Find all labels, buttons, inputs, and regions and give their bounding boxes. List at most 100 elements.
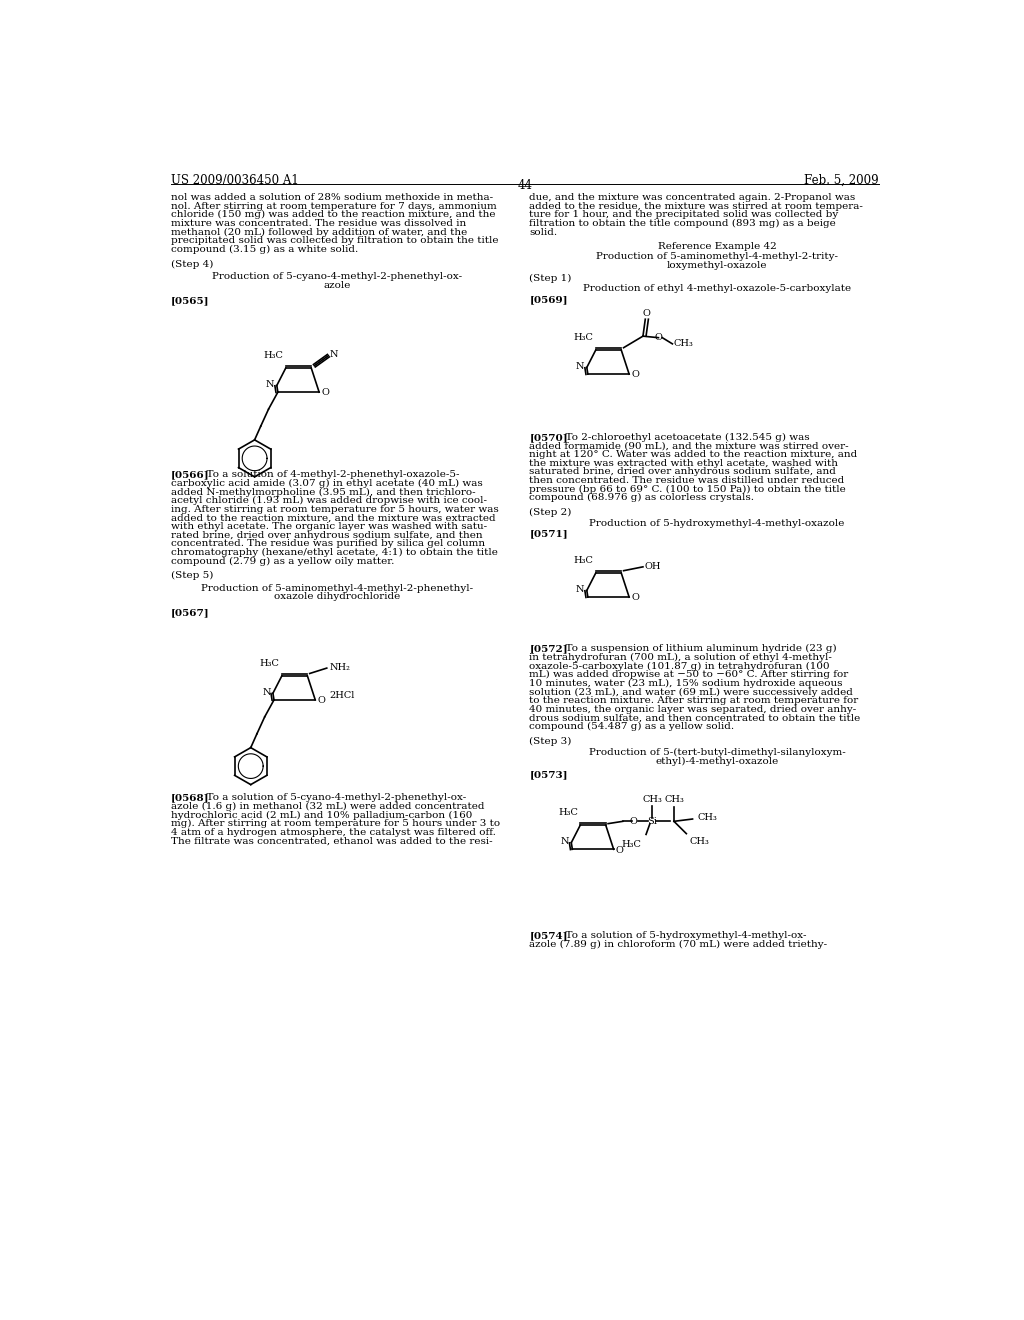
Text: N: N	[330, 350, 338, 359]
Text: H₃C: H₃C	[558, 808, 578, 817]
Text: [0569]: [0569]	[529, 296, 568, 304]
Text: O: O	[317, 696, 326, 705]
Text: filtration to obtain the title compound (893 mg) as a beige: filtration to obtain the title compound …	[529, 219, 837, 228]
Text: loxymethyl-oxazole: loxymethyl-oxazole	[667, 261, 767, 271]
Text: oxazole dihydrochloride: oxazole dihydrochloride	[274, 593, 400, 602]
Text: To a solution of 5-cyano-4-methyl-2-phenethyl-ox-: To a solution of 5-cyano-4-methyl-2-phen…	[200, 793, 466, 803]
Text: rated brine, dried over anhydrous sodium sulfate, and then: rated brine, dried over anhydrous sodium…	[171, 531, 482, 540]
Text: O: O	[616, 846, 624, 854]
Text: carboxylic acid amide (3.07 g) in ethyl acetate (40 mL) was: carboxylic acid amide (3.07 g) in ethyl …	[171, 479, 482, 488]
Text: N: N	[575, 585, 585, 594]
Text: N: N	[560, 837, 569, 846]
Text: Production of 5-aminomethyl-4-methyl-2-phenethyl-: Production of 5-aminomethyl-4-methyl-2-p…	[201, 583, 473, 593]
Text: mL) was added dropwise at −50 to −60° C. After stirring for: mL) was added dropwise at −50 to −60° C.…	[529, 671, 849, 680]
Text: azole (1.6 g) in methanol (32 mL) were added concentrated: azole (1.6 g) in methanol (32 mL) were a…	[171, 803, 484, 810]
Text: [0566]: [0566]	[171, 470, 209, 479]
Text: in tetrahydrofuran (700 mL), a solution of ethyl 4-methyl-: in tetrahydrofuran (700 mL), a solution …	[529, 653, 833, 663]
Text: Feb. 5, 2009: Feb. 5, 2009	[804, 174, 879, 187]
Text: (Step 2): (Step 2)	[529, 508, 571, 517]
Text: saturated brine, dried over anhydrous sodium sulfate, and: saturated brine, dried over anhydrous so…	[529, 467, 837, 477]
Text: acetyl chloride (1.93 mL) was added dropwise with ice cool-: acetyl chloride (1.93 mL) was added drop…	[171, 496, 486, 506]
Text: O: O	[654, 333, 663, 342]
Text: oxazole-5-carboxylate (101.87 g) in tetrahydrofuran (100: oxazole-5-carboxylate (101.87 g) in tetr…	[529, 661, 830, 671]
Text: O: O	[632, 594, 639, 602]
Text: O: O	[632, 371, 639, 379]
Text: US 2009/0036450 A1: US 2009/0036450 A1	[171, 174, 298, 187]
Text: pressure (bp 66 to 69° C. (100 to 150 Pa)) to obtain the title: pressure (bp 66 to 69° C. (100 to 150 Pa…	[529, 484, 846, 494]
Text: Si: Si	[647, 817, 657, 826]
Text: added N-methylmorpholine (3.95 mL), and then trichloro-: added N-methylmorpholine (3.95 mL), and …	[171, 487, 475, 496]
Text: OH: OH	[644, 561, 662, 570]
Text: 44: 44	[517, 180, 532, 193]
Text: compound (54.487 g) as a yellow solid.: compound (54.487 g) as a yellow solid.	[529, 722, 734, 731]
Text: NH₂: NH₂	[330, 663, 351, 672]
Text: to the reaction mixture. After stirring at room temperature for: to the reaction mixture. After stirring …	[529, 696, 859, 705]
Text: Production of 5-hydroxymethyl-4-methyl-oxazole: Production of 5-hydroxymethyl-4-methyl-o…	[590, 519, 845, 528]
Text: night at 120° C. Water was added to the reaction mixture, and: night at 120° C. Water was added to the …	[529, 450, 858, 459]
Text: [0568]: [0568]	[171, 793, 209, 803]
Text: O: O	[322, 388, 330, 397]
Text: concentrated. The residue was purified by silica gel column: concentrated. The residue was purified b…	[171, 539, 484, 548]
Text: Production of 5-cyano-4-methyl-2-phenethyl-ox-: Production of 5-cyano-4-methyl-2-pheneth…	[212, 272, 462, 281]
Text: mg). After stirring at room temperature for 5 hours under 3 to: mg). After stirring at room temperature …	[171, 820, 500, 829]
Text: hydrochloric acid (2 mL) and 10% palladium-carbon (160: hydrochloric acid (2 mL) and 10% palladi…	[171, 810, 472, 820]
Text: To a suspension of lithium aluminum hydride (23 g): To a suspension of lithium aluminum hydr…	[559, 644, 837, 653]
Text: CH₃: CH₃	[697, 813, 717, 822]
Text: (Step 3): (Step 3)	[529, 737, 571, 746]
Text: ture for 1 hour, and the precipitated solid was collected by: ture for 1 hour, and the precipitated so…	[529, 210, 839, 219]
Text: To 2-chloroethyl acetoacetate (132.545 g) was: To 2-chloroethyl acetoacetate (132.545 g…	[559, 433, 810, 442]
Text: Production of 5-(tert-butyl-dimethyl-silanyloxym-: Production of 5-(tert-butyl-dimethyl-sil…	[589, 747, 846, 756]
Text: nol. After stirring at room temperature for 7 days, ammonium: nol. After stirring at room temperature …	[171, 202, 497, 211]
Text: compound (2.79 g) as a yellow oily matter.: compound (2.79 g) as a yellow oily matte…	[171, 557, 394, 565]
Text: [0567]: [0567]	[171, 607, 209, 616]
Text: due, and the mixture was concentrated again. 2-Propanol was: due, and the mixture was concentrated ag…	[529, 193, 856, 202]
Text: mixture was concentrated. The residue was dissolved in: mixture was concentrated. The residue wa…	[171, 219, 466, 228]
Text: compound (68.976 g) as colorless crystals.: compound (68.976 g) as colorless crystal…	[529, 494, 755, 503]
Text: 40 minutes, the organic layer was separated, dried over anhy-: 40 minutes, the organic layer was separa…	[529, 705, 857, 714]
Text: nol was added a solution of 28% sodium methoxide in metha-: nol was added a solution of 28% sodium m…	[171, 193, 493, 202]
Text: [0573]: [0573]	[529, 771, 568, 779]
Text: H₃C: H₃C	[573, 334, 594, 342]
Text: with ethyl acetate. The organic layer was washed with satu-: with ethyl acetate. The organic layer wa…	[171, 521, 486, 531]
Text: (Step 5): (Step 5)	[171, 572, 213, 581]
Text: azole (7.89 g) in chloroform (70 mL) were added triethy-: azole (7.89 g) in chloroform (70 mL) wer…	[529, 940, 827, 949]
Text: [0565]: [0565]	[171, 296, 209, 305]
Text: N: N	[262, 688, 270, 697]
Text: CH₃: CH₃	[689, 837, 710, 846]
Text: 2HCl: 2HCl	[329, 692, 354, 700]
Text: N: N	[575, 362, 585, 371]
Text: O: O	[630, 817, 638, 826]
Text: [0572]: [0572]	[529, 644, 568, 653]
Text: [0574]: [0574]	[529, 931, 568, 940]
Text: To a solution of 4-methyl-2-phenethyl-oxazole-5-: To a solution of 4-methyl-2-phenethyl-ox…	[200, 470, 460, 479]
Text: methanol (20 mL) followed by addition of water, and the: methanol (20 mL) followed by addition of…	[171, 227, 467, 236]
Text: ing. After stirring at room temperature for 5 hours, water was: ing. After stirring at room temperature …	[171, 504, 499, 513]
Text: H₃C: H₃C	[263, 351, 284, 360]
Text: CH₃: CH₃	[664, 796, 684, 804]
Text: chloride (150 mg) was added to the reaction mixture, and the: chloride (150 mg) was added to the react…	[171, 210, 496, 219]
Text: added to the reaction mixture, and the mixture was extracted: added to the reaction mixture, and the m…	[171, 513, 496, 523]
Text: H₃C: H₃C	[622, 840, 641, 849]
Text: solution (23 mL), and water (69 mL) were successively added: solution (23 mL), and water (69 mL) were…	[529, 688, 853, 697]
Text: To a solution of 5-hydroxymethyl-4-methyl-ox-: To a solution of 5-hydroxymethyl-4-methy…	[559, 931, 807, 940]
Text: The filtrate was concentrated, ethanol was added to the resi-: The filtrate was concentrated, ethanol w…	[171, 837, 493, 846]
Text: (Step 1): (Step 1)	[529, 273, 571, 282]
Text: CH₃: CH₃	[642, 796, 663, 804]
Text: H₃C: H₃C	[573, 556, 594, 565]
Text: ethyl)-4-methyl-oxazole: ethyl)-4-methyl-oxazole	[655, 756, 778, 766]
Text: 4 atm of a hydrogen atmosphere, the catalyst was filtered off.: 4 atm of a hydrogen atmosphere, the cata…	[171, 828, 496, 837]
Text: CH₃: CH₃	[674, 339, 694, 348]
Text: 10 minutes, water (23 mL), 15% sodium hydroxide aqueous: 10 minutes, water (23 mL), 15% sodium hy…	[529, 678, 843, 688]
Text: chromatography (hexane/ethyl acetate, 4:1) to obtain the title: chromatography (hexane/ethyl acetate, 4:…	[171, 548, 498, 557]
Text: [0571]: [0571]	[529, 529, 568, 539]
Text: (Step 4): (Step 4)	[171, 260, 213, 269]
Text: Production of 5-aminomethyl-4-methyl-2-trity-: Production of 5-aminomethyl-4-methyl-2-t…	[596, 252, 838, 261]
Text: O: O	[642, 309, 650, 318]
Text: solid.: solid.	[529, 227, 558, 236]
Text: Reference Example 42: Reference Example 42	[657, 243, 776, 251]
Text: drous sodium sulfate, and then concentrated to obtain the title: drous sodium sulfate, and then concentra…	[529, 713, 861, 722]
Text: H₃C: H₃C	[260, 659, 280, 668]
Text: azole: azole	[324, 281, 351, 290]
Text: precipitated solid was collected by filtration to obtain the title: precipitated solid was collected by filt…	[171, 236, 498, 246]
Text: added formamide (90 mL), and the mixture was stirred over-: added formamide (90 mL), and the mixture…	[529, 441, 849, 450]
